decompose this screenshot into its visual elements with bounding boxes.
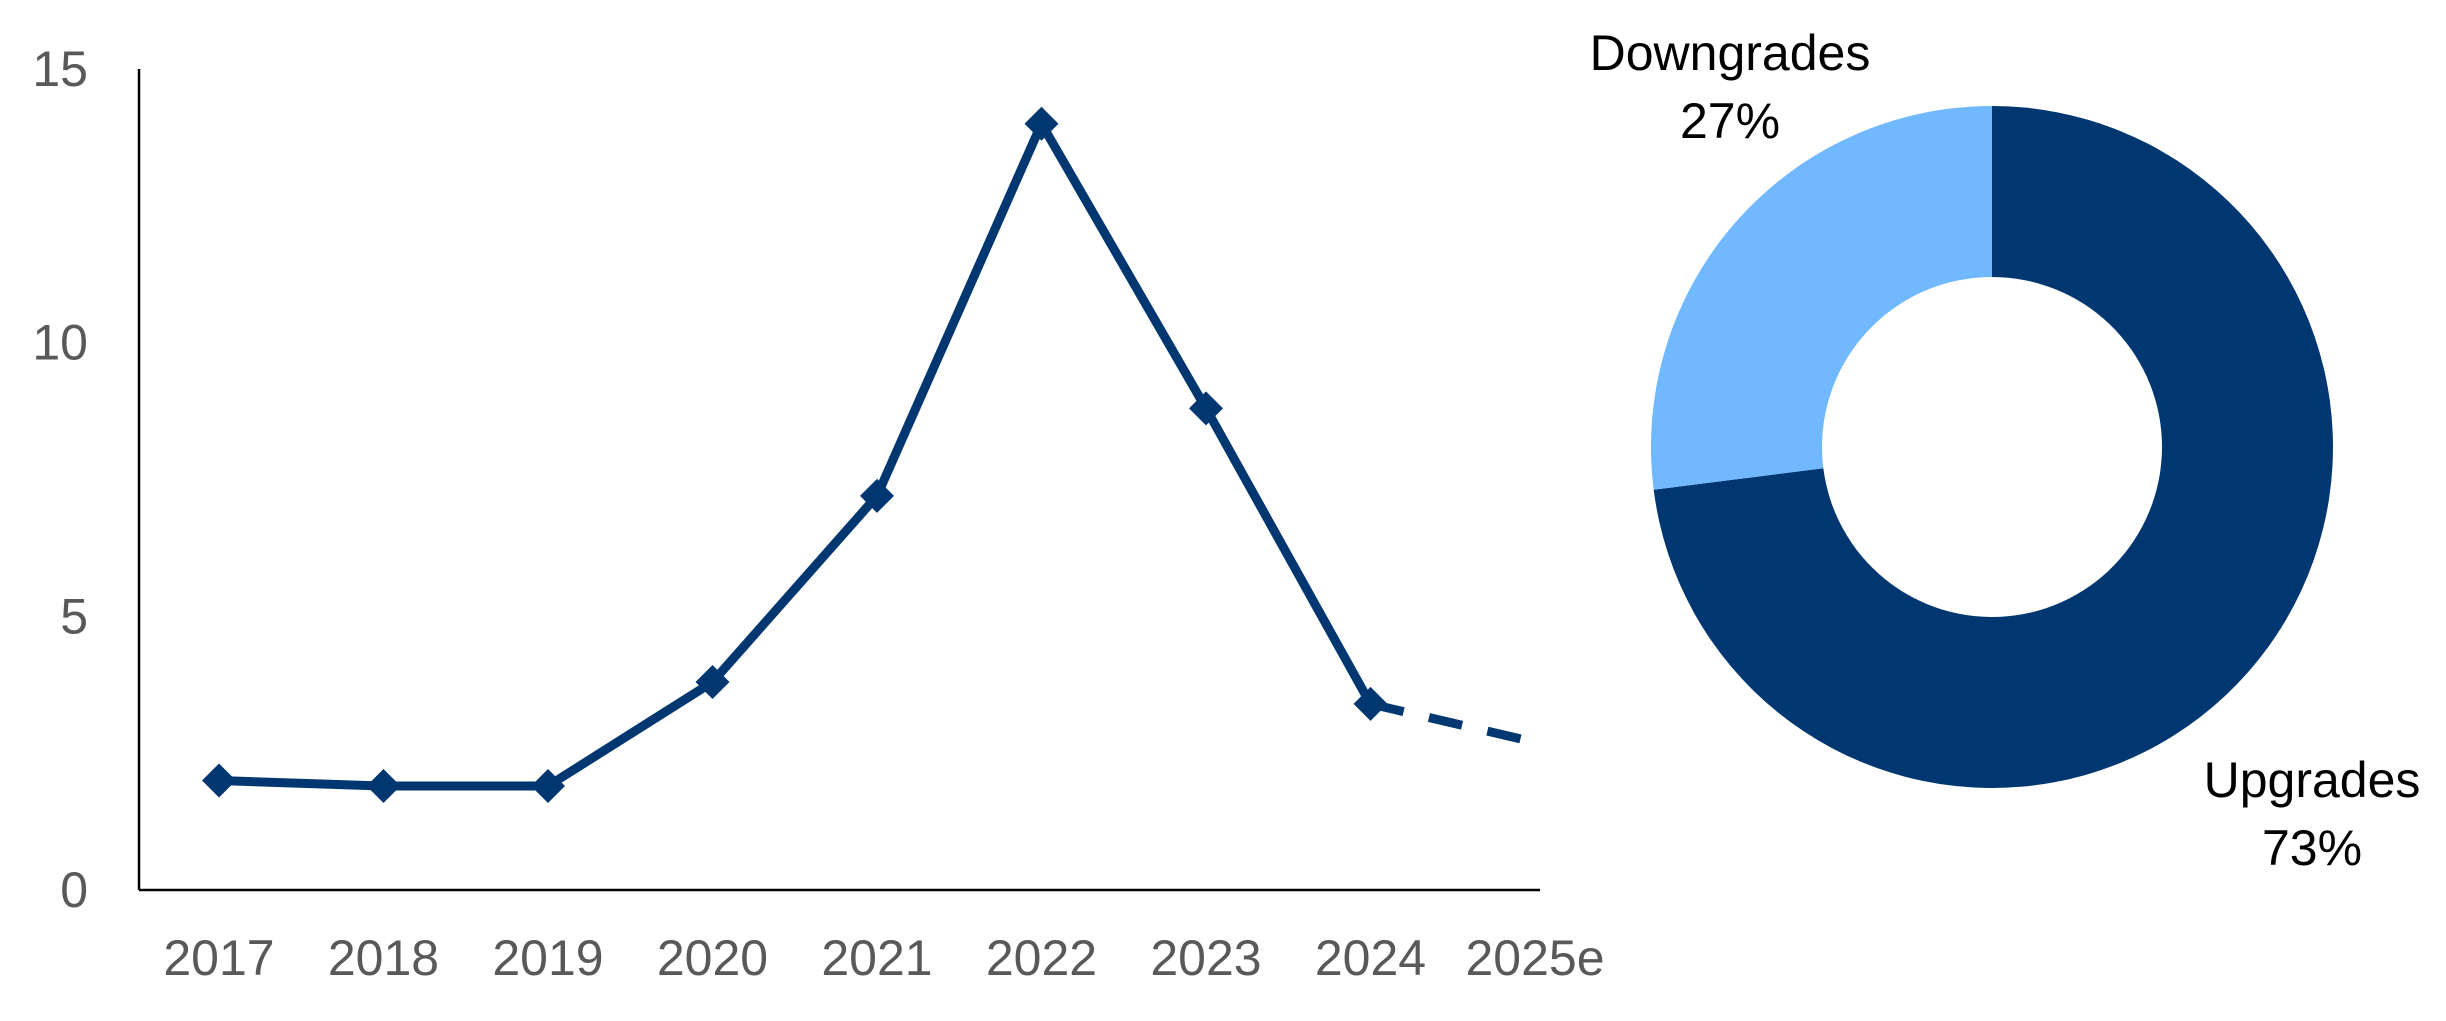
- series-point: [1353, 686, 1388, 721]
- y-tick-label: 5: [60, 588, 88, 644]
- x-tick-label: 2022: [986, 930, 1097, 986]
- y-tick-label: 10: [32, 315, 88, 371]
- series-point: [1024, 106, 1059, 141]
- series-point: [695, 665, 730, 700]
- series-line: [218, 119, 1375, 791]
- series-point: [202, 763, 236, 798]
- slice-label-upgrades: Upgrades: [2204, 752, 2421, 808]
- x-tick-label: 2025e: [1465, 930, 1604, 986]
- y-tick-label: 0: [60, 862, 88, 918]
- x-tick-label: 2020: [657, 930, 768, 986]
- series-point: [531, 769, 565, 804]
- x-tick-label: 2023: [1150, 930, 1261, 986]
- series-point: [366, 769, 401, 804]
- series-line-estimate: [1369, 699, 1537, 747]
- donut-slice-downgrades: [1650, 105, 1992, 490]
- donut-chart: Upgrades 73% Downgrades 27%: [1590, 25, 2421, 876]
- series-point: [860, 478, 894, 513]
- x-tick-label: 2017: [163, 930, 274, 986]
- slice-value-downgrades: 27%: [1680, 93, 1780, 149]
- x-tick-label: 2024: [1315, 930, 1426, 986]
- slice-value-upgrades: 73%: [2262, 820, 2362, 876]
- x-tick-label: 2018: [328, 930, 439, 986]
- x-tick-label: 2021: [821, 930, 932, 986]
- series-point: [1189, 391, 1223, 426]
- y-tick-label: 15: [32, 41, 88, 97]
- slice-label-downgrades: Downgrades: [1590, 25, 1871, 81]
- donut-slice-upgrades: [1653, 106, 2333, 788]
- x-tick-label: 2019: [492, 930, 603, 986]
- line-chart: 0 5 10 15 2017 2018 2019 2020 2021 2022 2023 2024 20…: [32, 41, 1604, 986]
